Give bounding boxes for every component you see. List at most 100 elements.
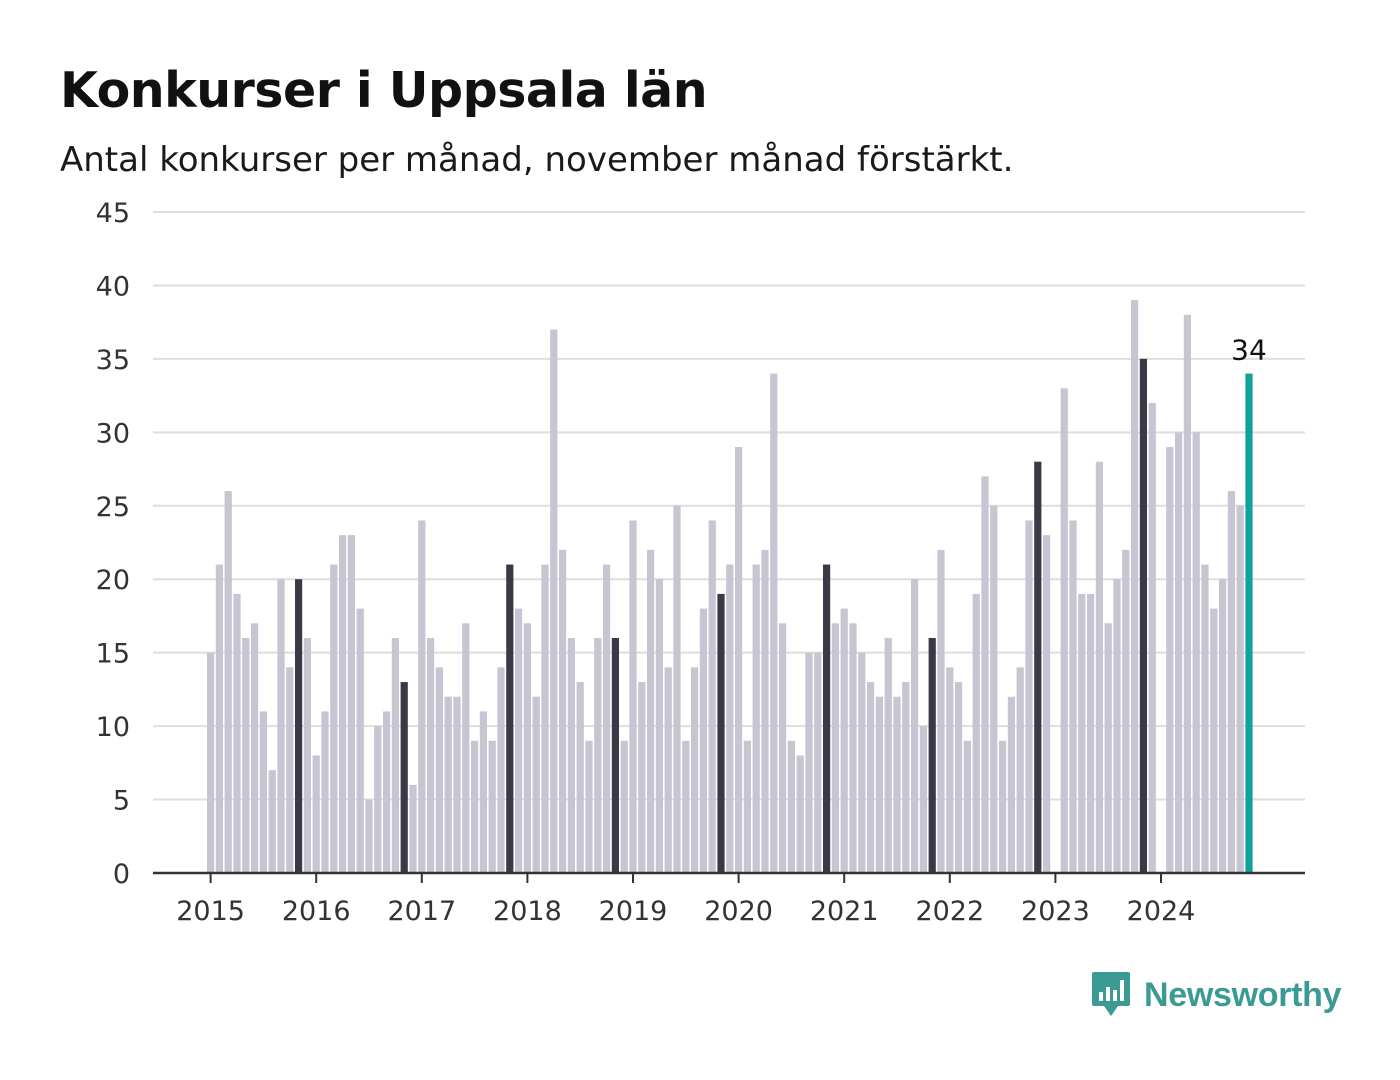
bar <box>1122 549 1130 873</box>
y-tick-label: 15 <box>96 639 130 670</box>
bar <box>453 696 461 873</box>
bar <box>259 711 267 873</box>
chart-title: Konkurser i Uppsala län <box>60 62 708 119</box>
bar <box>647 549 655 873</box>
bar <box>1131 300 1139 874</box>
bar <box>787 740 795 873</box>
bar <box>479 711 487 873</box>
bar <box>312 755 320 873</box>
bar <box>1025 520 1033 873</box>
bar <box>462 623 470 873</box>
bar <box>655 579 663 873</box>
bar <box>928 637 936 873</box>
bar <box>400 682 408 873</box>
bar <box>726 564 734 873</box>
bar <box>823 564 831 873</box>
x-tick-label: 2024 <box>1127 896 1196 927</box>
bar <box>1069 520 1077 873</box>
bar <box>523 623 531 873</box>
bar <box>981 476 989 873</box>
bar <box>374 726 382 873</box>
bar <box>251 623 259 873</box>
x-tick-label: 2017 <box>387 896 456 927</box>
bar <box>629 520 637 873</box>
bar <box>911 579 919 873</box>
bar <box>664 667 672 873</box>
bar <box>567 637 575 873</box>
bar <box>242 637 250 873</box>
bar <box>277 579 285 873</box>
bar <box>999 740 1007 873</box>
x-tick-label: 2023 <box>1021 896 1090 927</box>
bar <box>779 623 787 873</box>
bar <box>1078 593 1086 873</box>
bar <box>955 682 963 873</box>
y-tick-label: 20 <box>96 565 130 596</box>
bar <box>356 608 364 873</box>
bar <box>409 784 417 873</box>
bar <box>796 755 804 873</box>
bar <box>1148 402 1156 873</box>
bar <box>1219 579 1227 873</box>
bar <box>585 740 593 873</box>
bar <box>858 652 866 873</box>
bar <box>1034 461 1042 873</box>
bar <box>743 740 751 873</box>
bar <box>1007 696 1015 873</box>
bar <box>1095 461 1103 873</box>
bar <box>1087 593 1095 873</box>
bar <box>884 637 892 873</box>
bar <box>805 652 813 873</box>
bar <box>391 637 399 873</box>
bar <box>1245 373 1253 873</box>
latest-value-label: 34 <box>1231 334 1267 367</box>
bar <box>1227 491 1235 873</box>
bar <box>893 696 901 873</box>
bar <box>215 564 223 873</box>
bar <box>699 608 707 873</box>
bar <box>1192 432 1200 873</box>
x-tick-label: 2016 <box>282 896 351 927</box>
bar <box>418 520 426 873</box>
bar <box>1043 535 1051 873</box>
bar <box>919 726 927 873</box>
y-tick-label: 10 <box>96 712 130 743</box>
bar <box>937 549 945 873</box>
bar <box>303 637 311 873</box>
bar <box>207 652 215 873</box>
bar <box>576 682 584 873</box>
bar <box>902 682 910 873</box>
bar <box>638 682 646 873</box>
bar <box>365 799 373 873</box>
brand-logo: Newsworthy <box>1090 970 1342 1020</box>
bar <box>444 696 452 873</box>
y-tick-label: 30 <box>96 418 130 449</box>
bar <box>488 740 496 873</box>
bar <box>761 549 769 873</box>
chart-subtitle: Antal konkurser per månad, november måna… <box>60 140 1014 180</box>
bar <box>1236 505 1244 873</box>
bar <box>611 637 619 873</box>
bar <box>1166 447 1174 873</box>
bar <box>849 623 857 873</box>
y-tick-label: 0 <box>113 859 130 890</box>
y-tick-label: 5 <box>113 786 130 817</box>
bar <box>990 505 998 873</box>
x-tick-label: 2022 <box>915 896 984 927</box>
bar <box>321 711 329 873</box>
x-tick-label: 2019 <box>599 896 668 927</box>
bar <box>383 711 391 873</box>
bar <box>770 373 778 873</box>
bar <box>946 667 954 873</box>
bar <box>691 667 699 873</box>
bar <box>620 740 628 873</box>
bar <box>532 696 540 873</box>
bar <box>673 505 681 873</box>
bar <box>427 637 435 873</box>
x-tick-label: 2015 <box>176 896 245 927</box>
bar <box>963 740 971 873</box>
bar <box>867 682 875 873</box>
y-tick-label: 45 <box>96 198 130 229</box>
bar <box>875 696 883 873</box>
